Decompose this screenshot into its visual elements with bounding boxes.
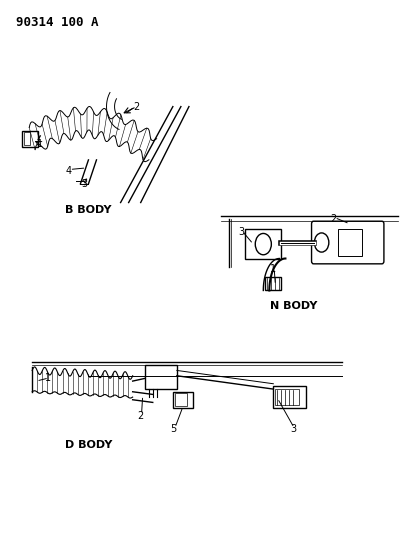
Text: 1: 1 bbox=[45, 374, 51, 383]
Text: 1: 1 bbox=[269, 264, 276, 274]
Bar bbox=[245, 229, 281, 259]
Text: B BODY: B BODY bbox=[65, 205, 111, 215]
Bar bbox=[144, 365, 176, 389]
Text: D BODY: D BODY bbox=[65, 440, 112, 450]
Bar bbox=[24, 132, 30, 145]
Text: 2: 2 bbox=[330, 214, 336, 223]
Text: N BODY: N BODY bbox=[269, 301, 316, 311]
Bar bbox=[273, 386, 305, 408]
Text: 1: 1 bbox=[37, 139, 43, 149]
Text: 2: 2 bbox=[137, 411, 144, 421]
Text: 2: 2 bbox=[133, 102, 140, 111]
Bar bbox=[265, 277, 281, 290]
Bar bbox=[22, 131, 38, 147]
Text: 3: 3 bbox=[237, 227, 244, 237]
Bar bbox=[172, 392, 192, 408]
Text: 5: 5 bbox=[169, 424, 176, 434]
Text: 4: 4 bbox=[65, 166, 71, 175]
Bar bbox=[174, 393, 186, 406]
Text: 90314 100 A: 90314 100 A bbox=[16, 16, 98, 29]
Text: 3: 3 bbox=[81, 179, 87, 189]
FancyBboxPatch shape bbox=[311, 221, 383, 264]
Bar bbox=[275, 389, 299, 405]
Text: 3: 3 bbox=[290, 424, 296, 434]
Bar bbox=[337, 229, 361, 256]
